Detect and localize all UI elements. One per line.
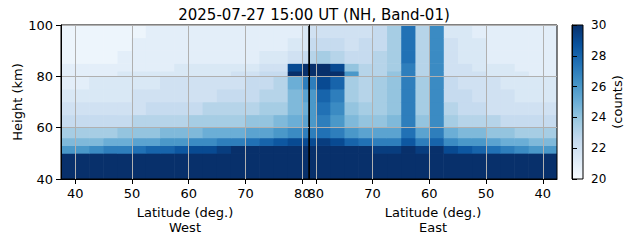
svg-text:100: 100 <box>28 18 53 33</box>
svg-text:40: 40 <box>535 186 552 201</box>
svg-text:East: East <box>419 220 447 235</box>
svg-text:Height (km): Height (km) <box>10 63 25 140</box>
svg-text:60: 60 <box>36 120 53 135</box>
svg-text:80: 80 <box>293 186 311 201</box>
svg-text:70: 70 <box>364 186 381 201</box>
svg-text:70: 70 <box>237 186 254 201</box>
svg-text:80: 80 <box>36 69 53 84</box>
svg-text:28: 28 <box>591 49 606 63</box>
svg-text:West: West <box>169 220 201 235</box>
svg-text:2025-07-27 15:00 UT (NH, Band-: 2025-07-27 15:00 UT (NH, Band-01) <box>178 6 450 24</box>
svg-text:60: 60 <box>421 186 438 201</box>
svg-text:22: 22 <box>591 141 606 155</box>
svg-text:80: 80 <box>308 186 325 201</box>
svg-text:50: 50 <box>124 186 141 201</box>
svg-text:(counts): (counts) <box>610 75 625 129</box>
svg-text:Latitude (deg.): Latitude (deg.) <box>137 205 233 220</box>
svg-text:60: 60 <box>180 186 197 201</box>
svg-text:40: 40 <box>67 186 84 201</box>
svg-text:24: 24 <box>591 110 606 124</box>
svg-text:50: 50 <box>478 186 495 201</box>
svg-text:40: 40 <box>36 172 53 187</box>
svg-text:26: 26 <box>591 80 606 94</box>
svg-text:20: 20 <box>591 172 606 186</box>
svg-text:Latitude (deg.): Latitude (deg.) <box>385 205 481 220</box>
svg-text:30: 30 <box>591 18 606 32</box>
